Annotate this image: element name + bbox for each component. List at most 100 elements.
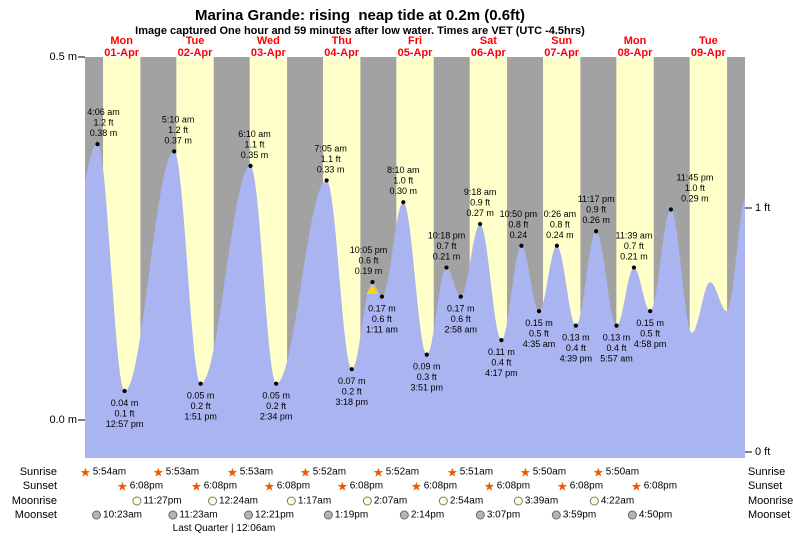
sunset-time: 6:08pm (277, 481, 310, 492)
sunrise-icon: ★ (520, 467, 531, 477)
moonrise-entry: 3:39am (514, 496, 558, 507)
tide-point-marker (478, 222, 482, 226)
moonset-time: 2:14pm (411, 510, 444, 521)
sunrise-icon: ★ (447, 467, 458, 477)
day-label: Wed (257, 35, 280, 47)
sunset-icon: ★ (557, 481, 568, 491)
moonset-time: 12:21pm (255, 510, 294, 521)
moonrise-entry: 4:22am (590, 496, 634, 507)
moonset-time: 10:23am (103, 510, 142, 521)
tide-point-marker (444, 265, 448, 269)
moonset-entry: 11:23am (168, 510, 217, 521)
moonset-icon (476, 511, 485, 520)
day-label: Sun (551, 35, 572, 47)
tide-point-marker (499, 338, 503, 342)
moonrise-icon (208, 497, 217, 506)
sunset-time: 6:08pm (350, 481, 383, 492)
tide-point-marker (199, 382, 203, 386)
sunset-icon: ★ (631, 481, 642, 491)
tide-point-marker (555, 244, 559, 248)
sunrise-time: 5:53am (240, 467, 273, 478)
sunrise-time: 5:50am (606, 467, 639, 478)
sunrise-icon: ★ (153, 467, 164, 477)
sunset-entry: ★6:08pm (484, 481, 530, 492)
moonrise-time: 2:07am (374, 496, 407, 507)
tide-point-marker (425, 353, 429, 357)
moonset-time: 4:50pm (639, 510, 672, 521)
day-label: Mon (110, 35, 133, 47)
sunset-entry: ★6:08pm (117, 481, 163, 492)
day-label: 02-Apr (178, 47, 214, 59)
sunset-icon: ★ (484, 481, 495, 491)
tide-point-marker (669, 207, 673, 211)
sunrise-entry: ★5:50am (520, 467, 566, 478)
moonset-icon (324, 511, 333, 520)
day-label: Fri (408, 35, 422, 47)
moonrise-icon (514, 497, 523, 506)
day-label: 01-Apr (104, 47, 140, 59)
moonrise-icon (590, 497, 599, 506)
sunset-entry: ★6:08pm (411, 481, 457, 492)
moonrise-entry: 2:07am (363, 496, 407, 507)
moonset-entry: 2:14pm (400, 510, 444, 521)
moonrise-time: 3:39am (525, 496, 558, 507)
sunset-entry: ★6:08pm (264, 481, 310, 492)
moonset-entry: 10:23am (92, 510, 142, 521)
moonset-entry: 3:59pm (552, 510, 596, 521)
sunrise-icon: ★ (227, 467, 238, 477)
sunset-row-label-right: Sunset (748, 480, 782, 492)
tide-point-marker (401, 200, 405, 204)
moonset-icon (552, 511, 561, 520)
moonrise-entry: 11:27pm (132, 496, 181, 507)
moonset-icon (400, 511, 409, 520)
moonrise-row-label-left: Moonrise (2, 495, 57, 507)
moonset-time: 3:07pm (487, 510, 520, 521)
sunset-time: 6:08pm (644, 481, 677, 492)
sunrise-time: 5:54am (93, 467, 126, 478)
moonrise-entry: 12:24am (208, 496, 258, 507)
sunset-icon: ★ (191, 481, 202, 491)
moonset-icon (628, 511, 637, 520)
moonrise-time: 11:27pm (143, 496, 181, 507)
sunset-time: 6:08pm (204, 481, 237, 492)
tide-point-marker (122, 389, 126, 393)
day-label: 05-Apr (398, 47, 434, 59)
day-label: Sat (480, 35, 497, 47)
moonset-icon (168, 511, 177, 520)
sunset-icon: ★ (117, 481, 128, 491)
sunrise-entry: ★5:52am (300, 467, 346, 478)
tide-point-marker (370, 280, 374, 284)
sunset-icon: ★ (337, 481, 348, 491)
tide-point-marker (459, 294, 463, 298)
tide-point-marker (172, 149, 176, 153)
sunset-time: 6:08pm (130, 481, 163, 492)
moonrise-icon (132, 497, 141, 506)
tide-point-marker (537, 309, 541, 313)
day-label: Thu (332, 35, 352, 47)
sunset-entry: ★6:08pm (337, 481, 383, 492)
y-axis-label-top-m: 0.5 m (35, 51, 77, 63)
tide-point-marker (519, 244, 523, 248)
sunrise-row-label-left: Sunrise (2, 466, 57, 478)
tide-point-marker (632, 265, 636, 269)
sunset-icon: ★ (411, 481, 422, 491)
moonset-row-label-left: Moonset (2, 509, 57, 521)
moonset-entry: 4:50pm (628, 510, 672, 521)
tide-point-marker (648, 309, 652, 313)
y-axis-label-zero-ft: 0 ft (755, 446, 770, 458)
tide-forecast-page: Marina Grande: rising neap tide at 0.2m … (0, 0, 793, 537)
sunset-entry: ★6:08pm (191, 481, 237, 492)
day-label: 09-Apr (691, 47, 727, 59)
sunset-icon: ★ (264, 481, 275, 491)
moonset-icon (92, 511, 101, 520)
tide-point-marker (325, 178, 329, 182)
sunrise-time: 5:53am (166, 467, 199, 478)
moonset-icon (244, 511, 253, 520)
moonrise-time: 4:22am (601, 496, 634, 507)
day-label: 08-Apr (618, 47, 654, 59)
sunrise-entry: ★5:53am (153, 467, 199, 478)
moonrise-entry: 1:17am (287, 496, 331, 507)
moonset-time: 3:59pm (563, 510, 596, 521)
sunrise-icon: ★ (300, 467, 311, 477)
moon-phase-text: Last Quarter | 12:06am (158, 523, 290, 534)
